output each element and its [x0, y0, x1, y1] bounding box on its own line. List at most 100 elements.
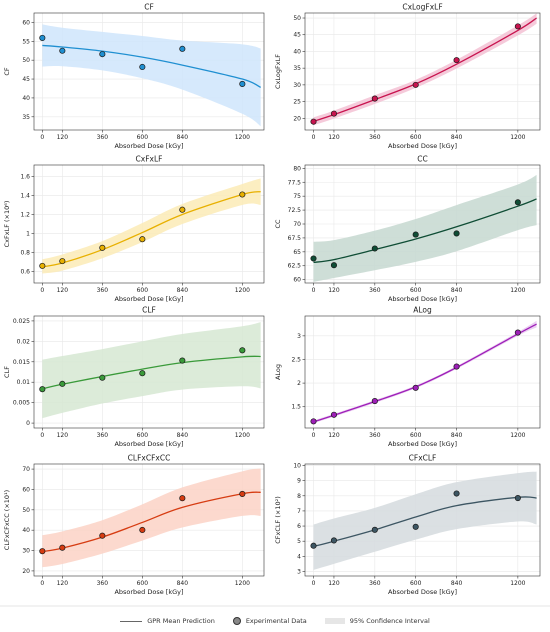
data-point: [371, 398, 378, 405]
data-point: [179, 206, 186, 213]
y-axis-label: CC: [274, 219, 282, 229]
x-tick-label: 840: [177, 580, 189, 587]
confidence-band: [42, 468, 261, 568]
x-axis-label: Absorbed Dose [kGy]: [388, 588, 457, 596]
plot-frame: [33, 164, 265, 284]
chart-panel-5: 0 120 360 600 840 1200 0 0.005 0.01 0.015 0.02 0.02…: [3, 306, 265, 448]
data-point: [453, 230, 460, 237]
chart-panel-3: 0 120 360 600 840 1200 0.6 0.8 1 1.2 1.4 1.6 CxFxLF A…: [3, 155, 265, 303]
x-tick-label: 360: [369, 432, 381, 439]
data-point: [412, 231, 419, 238]
x-tick-label: 600: [137, 432, 149, 439]
x-axis-label: Absorbed Dose [kGy]: [114, 295, 183, 303]
chart-panel-8: 0 120 360 600 840 1200 3 4 5 6 7 8 9 10 CFxCLF Absorbed…: [274, 454, 541, 596]
legend-ci-label: 95% Confidence Interval: [349, 617, 430, 625]
data-point: [99, 244, 106, 251]
legend-marker-swatch: [232, 617, 241, 625]
y-tick-label: 0.8: [20, 250, 30, 257]
x-tick-label: 600: [410, 580, 422, 587]
y-axis-label: CLF: [3, 366, 11, 378]
confidence-band: [42, 24, 261, 127]
y-tick-label: 3: [297, 568, 301, 575]
y-tick-label: 77.5: [288, 179, 302, 186]
y-tick-label: 50: [22, 507, 30, 514]
y-tick-label: 0.025: [13, 318, 30, 325]
x-tick-label: 360: [97, 134, 109, 141]
legend-mean-label: GPR Mean Prediction: [147, 617, 215, 625]
y-tick-label: 55: [22, 38, 30, 45]
plot-frame: [304, 463, 541, 577]
mean-line: [313, 198, 537, 264]
data-point: [453, 57, 460, 64]
data-point: [59, 47, 66, 54]
chart-panel-2: 0 120 360 600 840 1200 20 25 30 35 40 45 50 CxLogFxLF…: [274, 3, 541, 150]
data-point: [514, 199, 521, 206]
x-tick-label: 0: [312, 580, 316, 587]
y-tick-label: 45: [293, 32, 301, 39]
plot-frame: [33, 315, 265, 429]
y-axis-label: CxFxLF (×10⁶): [3, 201, 11, 248]
chart-panel-4: 0 120 360 600 840 1200 60 62.5 65 67.5 70 72.5 75 77.…: [274, 155, 541, 303]
chart-panel-7: 0 120 360 600 840 1200 20 30 40 50 60 70 CLFxCFxCC Ab…: [3, 454, 265, 596]
data-point: [310, 255, 317, 262]
data-point: [239, 347, 246, 354]
x-tick-label: 360: [97, 432, 109, 439]
y-axis-label: CF: [3, 67, 11, 76]
x-axis-label: Absorbed Dose [kGy]: [114, 440, 183, 448]
y-tick-label: 60: [22, 486, 30, 493]
y-tick-label: 40: [22, 527, 30, 534]
data-point: [371, 526, 378, 533]
y-tick-label: 35: [22, 114, 30, 121]
x-tick-label: 1200: [235, 134, 250, 141]
data-point: [330, 537, 337, 544]
x-tick-label: 840: [177, 432, 189, 439]
data-point: [310, 542, 317, 549]
x-tick-label: 840: [177, 134, 189, 141]
data-point: [39, 386, 46, 393]
x-tick-label: 0: [312, 134, 316, 141]
y-tick-label: 40: [293, 48, 301, 55]
plot-frame: [33, 463, 265, 577]
y-axis-label: CFxCLF (×10²): [274, 496, 282, 543]
y-tick-label: 0.015: [13, 359, 30, 366]
y-tick-label: 9: [297, 478, 301, 485]
x-tick-label: 840: [177, 287, 189, 294]
data-point: [330, 262, 337, 269]
y-tick-label: 6: [297, 523, 301, 530]
legend-ci: 95% Confidence Interval: [324, 617, 430, 625]
data-point: [371, 95, 378, 102]
x-tick-label: 600: [410, 432, 422, 439]
x-axis-label: Absorbed Dose [kGy]: [114, 588, 183, 596]
x-tick-label: 1200: [510, 580, 525, 587]
y-axis-label: CxLogFxLF: [274, 54, 282, 89]
x-tick-label: 840: [451, 432, 463, 439]
x-tick-label: 120: [328, 134, 340, 141]
y-tick-label: 67.5: [288, 235, 302, 242]
y-tick-label: 50: [293, 15, 301, 22]
data-point: [239, 490, 246, 497]
x-tick-label: 360: [97, 287, 109, 294]
data-point: [412, 81, 419, 88]
x-tick-label: 120: [57, 134, 69, 141]
data-point: [59, 544, 66, 551]
confidence-band: [42, 322, 261, 419]
y-tick-label: 0.02: [17, 338, 31, 345]
x-tick-label: 120: [57, 287, 69, 294]
data-point: [39, 34, 46, 41]
confidence-band: [42, 178, 261, 274]
legend-line-swatch: [120, 620, 143, 622]
legend-data-label: Experimental Data: [245, 617, 307, 625]
x-tick-label: 0: [312, 432, 316, 439]
y-tick-label: 1.2: [20, 211, 30, 218]
y-tick-label: 62.5: [288, 263, 302, 270]
x-tick-label: 0: [40, 287, 44, 294]
y-tick-label: 40: [22, 95, 30, 102]
x-tick-label: 360: [97, 580, 109, 587]
x-tick-label: 600: [410, 134, 422, 141]
y-tick-label: 30: [293, 82, 301, 89]
x-axis-label: Absorbed Dose [kGy]: [388, 440, 457, 448]
chart-title: CC: [417, 155, 427, 164]
y-tick-label: 1: [26, 231, 30, 238]
data-point: [59, 380, 66, 387]
